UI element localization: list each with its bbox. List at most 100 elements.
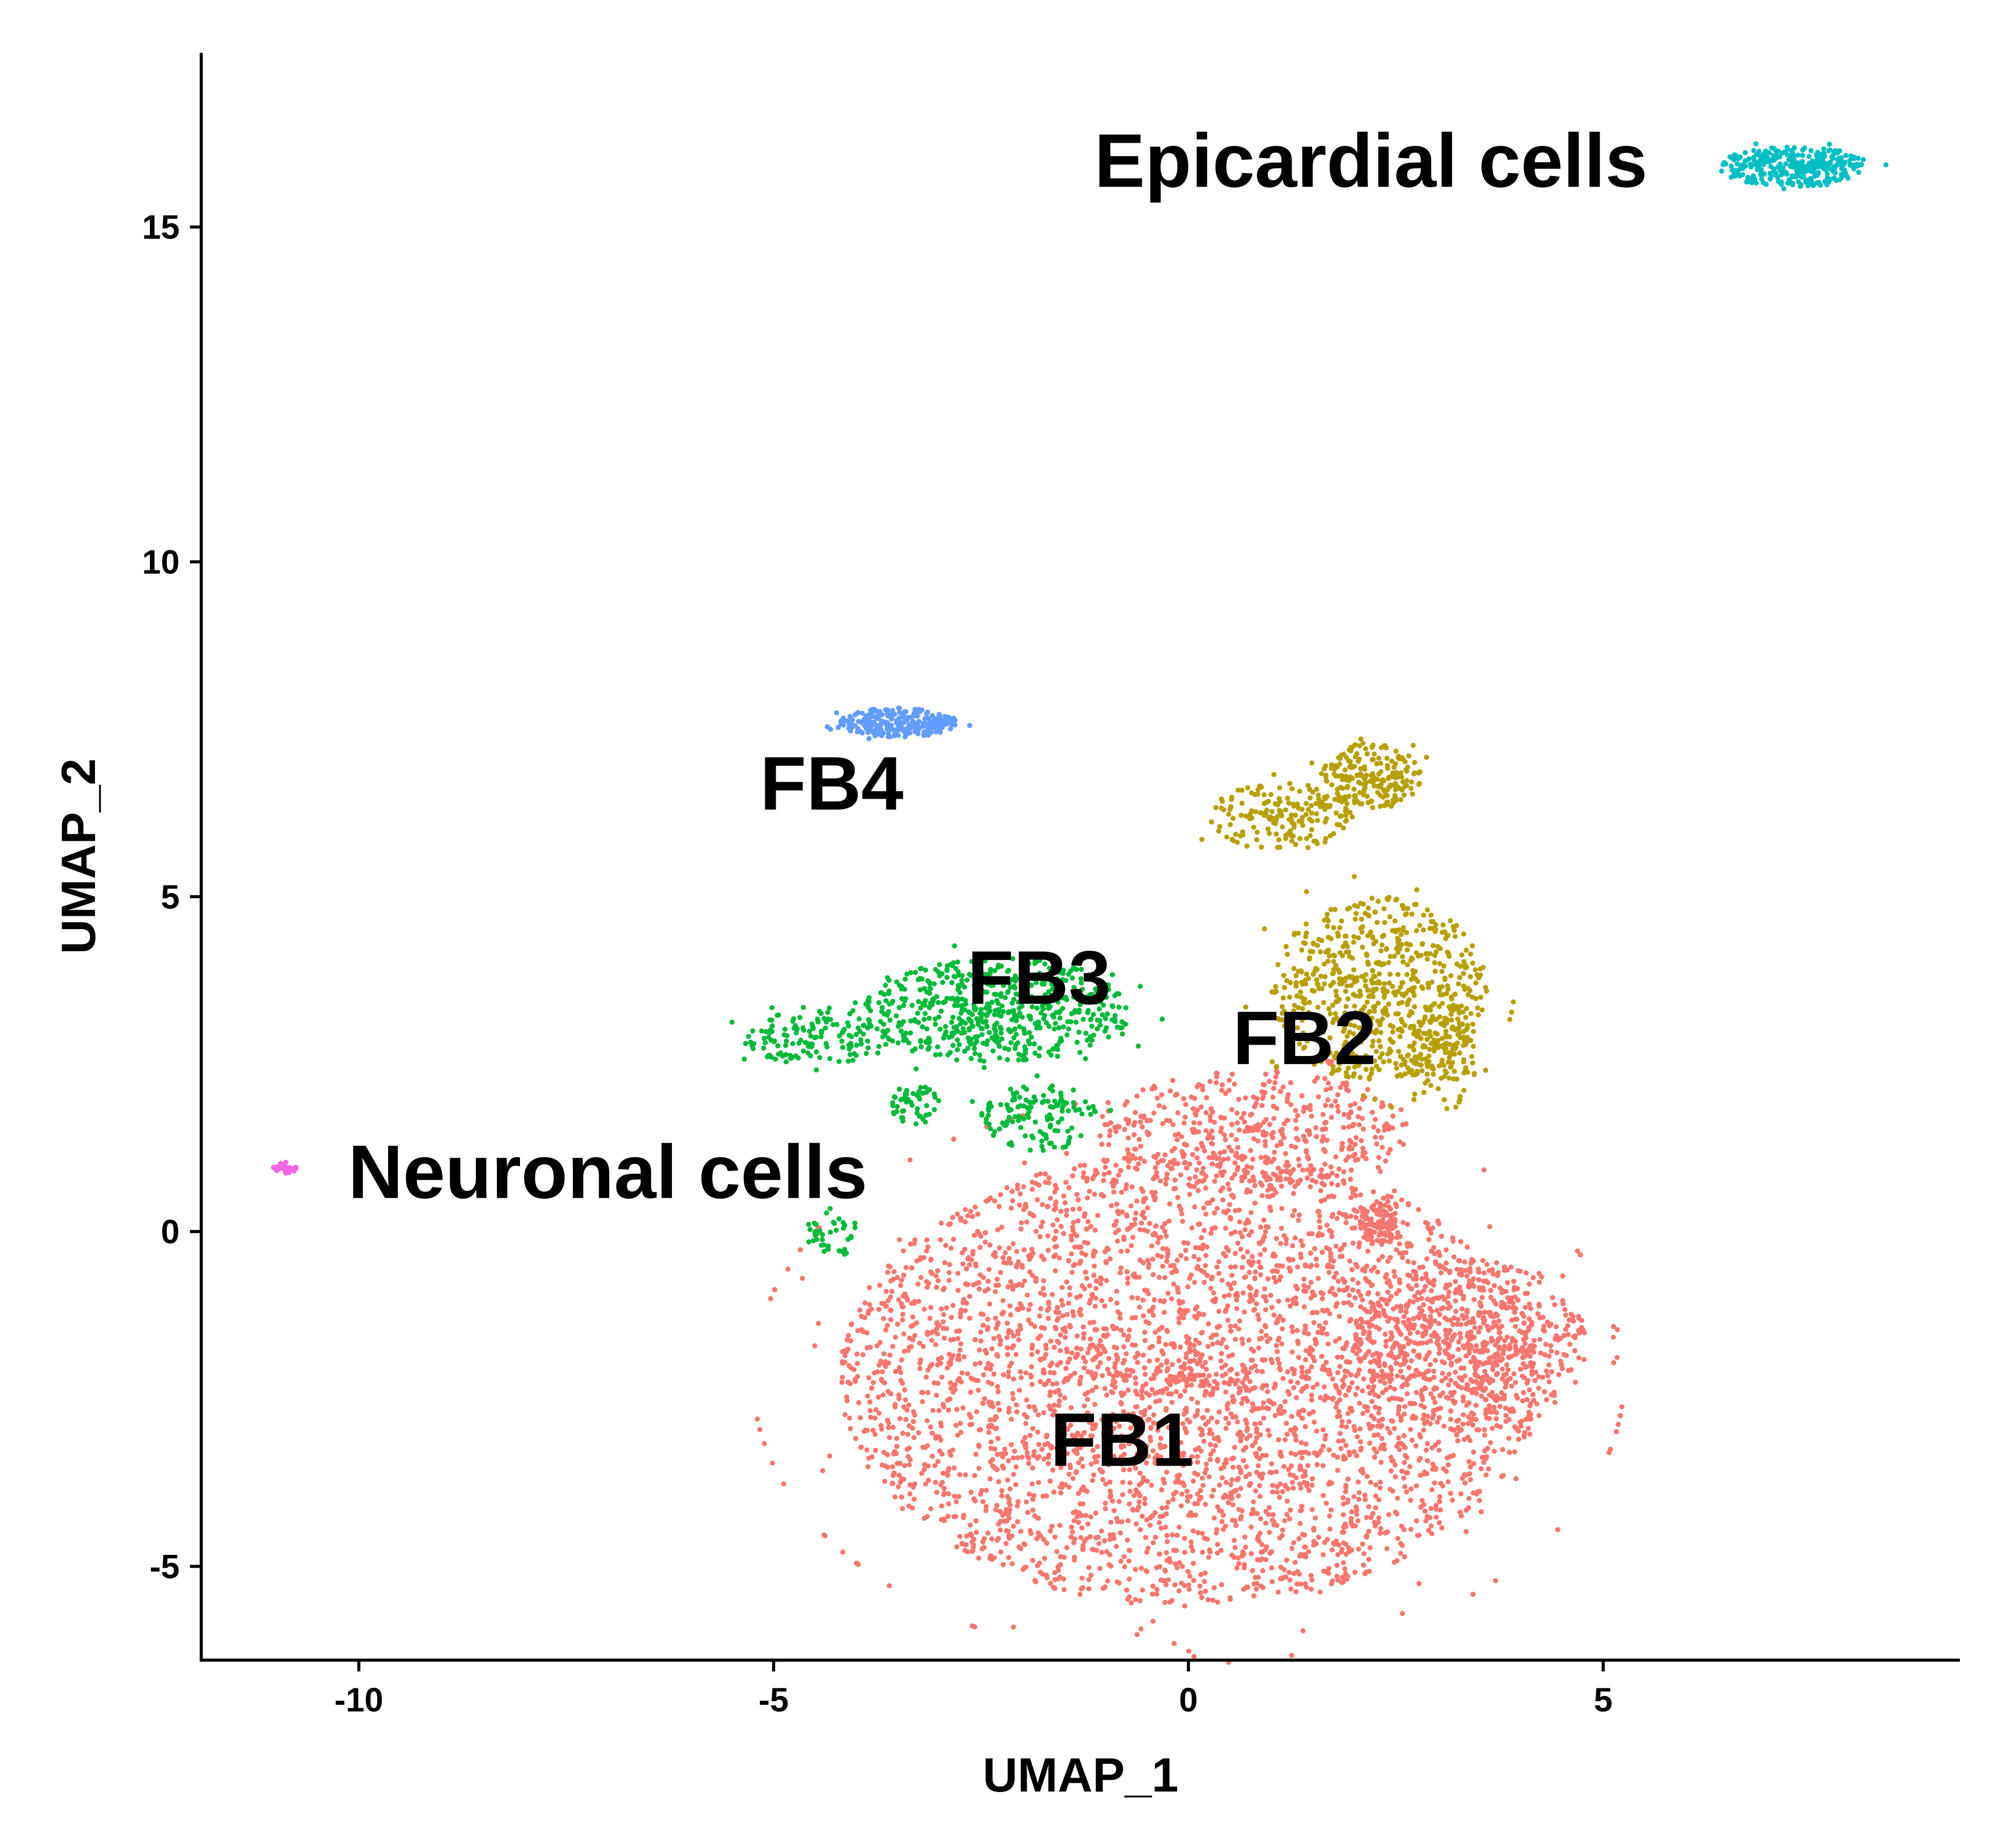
data-point bbox=[1269, 1304, 1275, 1310]
data-point bbox=[1125, 1537, 1130, 1543]
data-point bbox=[1278, 1170, 1284, 1175]
data-point bbox=[1483, 1397, 1489, 1402]
data-point bbox=[1450, 1398, 1456, 1403]
data-point bbox=[1249, 1568, 1255, 1573]
data-point bbox=[893, 1335, 898, 1340]
data-point bbox=[1125, 1388, 1131, 1393]
data-point bbox=[1142, 1372, 1148, 1377]
data-point bbox=[1494, 1362, 1500, 1368]
data-point bbox=[1528, 1416, 1534, 1422]
data-point bbox=[1015, 1328, 1021, 1334]
data-point bbox=[991, 1336, 997, 1341]
data-point bbox=[986, 1399, 992, 1405]
data-point bbox=[1083, 1269, 1088, 1275]
data-point bbox=[1050, 1222, 1056, 1228]
data-point bbox=[1334, 1573, 1340, 1579]
data-point bbox=[1357, 1426, 1363, 1432]
data-point bbox=[902, 1463, 908, 1469]
data-point bbox=[1306, 1369, 1312, 1374]
data-point bbox=[1004, 1260, 1010, 1266]
data-point bbox=[1228, 1216, 1234, 1222]
data-point bbox=[1109, 1203, 1114, 1208]
data-point bbox=[1314, 1310, 1320, 1315]
data-point bbox=[1383, 1343, 1389, 1349]
data-point bbox=[1246, 1483, 1252, 1488]
data-point bbox=[1268, 1357, 1274, 1362]
data-point bbox=[1352, 1295, 1358, 1301]
data-point bbox=[1076, 1519, 1081, 1525]
data-point bbox=[962, 1207, 968, 1212]
data-point bbox=[1523, 1304, 1528, 1310]
data-point bbox=[1440, 1390, 1446, 1396]
data-point bbox=[1327, 1311, 1333, 1317]
data-point bbox=[1355, 1371, 1361, 1377]
data-point bbox=[1428, 1314, 1433, 1319]
data-point bbox=[1152, 1460, 1158, 1466]
data-point bbox=[1210, 1597, 1216, 1603]
data-point bbox=[1433, 1358, 1438, 1363]
data-point bbox=[901, 1273, 907, 1278]
data-point bbox=[1416, 1457, 1422, 1463]
data-point bbox=[857, 1307, 863, 1313]
data-point bbox=[1359, 1468, 1364, 1474]
data-point bbox=[1058, 1298, 1064, 1303]
data-point bbox=[1392, 1316, 1397, 1322]
data-point bbox=[1106, 1414, 1111, 1420]
data-point bbox=[1141, 1260, 1146, 1265]
data-point bbox=[1510, 1336, 1515, 1341]
data-point bbox=[876, 1394, 881, 1400]
data-point bbox=[875, 1369, 880, 1375]
data-point bbox=[1358, 1192, 1363, 1198]
data-point bbox=[1077, 1378, 1083, 1384]
data-point bbox=[1140, 1124, 1145, 1130]
data-point bbox=[1431, 1245, 1436, 1250]
data-point bbox=[1611, 1324, 1616, 1330]
data-point bbox=[957, 1472, 962, 1477]
data-point bbox=[1112, 1364, 1118, 1370]
data-point bbox=[1011, 1376, 1016, 1382]
data-point bbox=[1300, 1387, 1305, 1392]
data-point bbox=[1061, 1231, 1066, 1237]
data-point bbox=[1044, 1541, 1050, 1546]
data-point bbox=[1228, 1286, 1234, 1292]
data-point bbox=[1173, 1389, 1179, 1395]
data-point bbox=[1007, 1256, 1012, 1261]
data-point bbox=[1207, 1079, 1213, 1084]
data-point bbox=[946, 1501, 951, 1507]
data-point bbox=[1070, 1529, 1075, 1535]
data-point bbox=[968, 1490, 974, 1495]
data-point bbox=[1203, 1389, 1208, 1394]
data-point bbox=[1287, 1176, 1293, 1182]
data-point bbox=[1054, 1339, 1060, 1344]
data-point bbox=[1207, 1427, 1212, 1433]
data-point bbox=[1615, 1421, 1621, 1427]
data-point bbox=[1283, 1420, 1289, 1426]
data-point bbox=[1150, 1584, 1156, 1589]
data-point bbox=[1325, 1570, 1331, 1576]
data-point bbox=[1437, 1253, 1442, 1258]
data-point bbox=[1258, 1516, 1263, 1522]
data-point bbox=[1178, 1253, 1184, 1258]
data-point bbox=[1209, 1161, 1215, 1167]
data-point bbox=[1378, 1459, 1384, 1465]
data-point bbox=[1311, 1527, 1317, 1533]
data-point bbox=[1414, 1483, 1419, 1489]
data-point bbox=[1496, 1318, 1502, 1324]
data-point bbox=[1238, 1246, 1243, 1252]
data-point bbox=[1471, 1283, 1476, 1289]
data-point bbox=[845, 1346, 851, 1352]
data-point bbox=[1479, 1393, 1484, 1399]
data-point bbox=[1507, 1299, 1512, 1304]
data-point bbox=[1006, 1369, 1011, 1375]
data-point bbox=[1044, 1572, 1049, 1578]
data-point bbox=[1401, 1475, 1407, 1481]
data-point bbox=[1022, 1247, 1027, 1253]
data-point bbox=[1407, 1365, 1412, 1371]
data-point bbox=[1184, 1165, 1190, 1171]
data-point bbox=[1362, 1571, 1368, 1576]
data-point bbox=[1448, 1408, 1454, 1414]
data-point bbox=[1198, 1590, 1203, 1595]
data-point bbox=[1132, 1375, 1138, 1381]
data-point bbox=[887, 1264, 893, 1269]
data-point bbox=[1343, 1442, 1349, 1448]
